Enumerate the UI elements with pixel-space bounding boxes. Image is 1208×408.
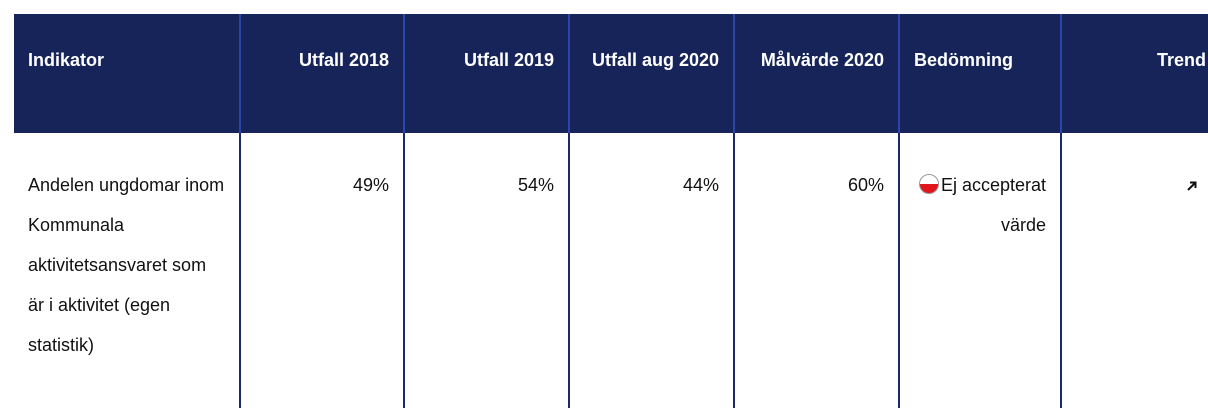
header-cell: Indikator (14, 14, 240, 133)
indicator-table: Indikator Utfall 2018 Utfall 2019 Utfall… (14, 14, 1208, 408)
status-icon (918, 174, 939, 194)
data-row: Andelen ungdomar inom Kommunala aktivite… (14, 133, 1208, 408)
value-cell: 49% (239, 133, 404, 408)
value-cell: 44% (568, 133, 734, 408)
value-cell: 60% (733, 133, 899, 408)
value-cell: 54% (403, 133, 569, 408)
assessment-text: Ej accepterat värde (940, 175, 1046, 235)
header-cell: Utfall 2018 (239, 14, 404, 133)
indicator-cell: Andelen ungdomar inom Kommunala aktivite… (28, 175, 225, 355)
assessment-cell: Ej accepterat värde (898, 133, 1061, 408)
header-cell: Utfall aug 2020 (568, 14, 734, 133)
header-cell: Målvärde 2020 (733, 14, 899, 133)
header-cell: Bedömning (898, 14, 1061, 133)
header-cell: Utfall 2019 (403, 14, 569, 133)
table-wrapper: Indikator Utfall 2018 Utfall 2019 Utfall… (14, 14, 1208, 408)
header-cell: Trend (1060, 14, 1208, 133)
trend-arrow (1187, 181, 1197, 191)
trend-cell (1060, 133, 1208, 408)
header-row: Indikator Utfall 2018 Utfall 2019 Utfall… (14, 14, 1208, 133)
